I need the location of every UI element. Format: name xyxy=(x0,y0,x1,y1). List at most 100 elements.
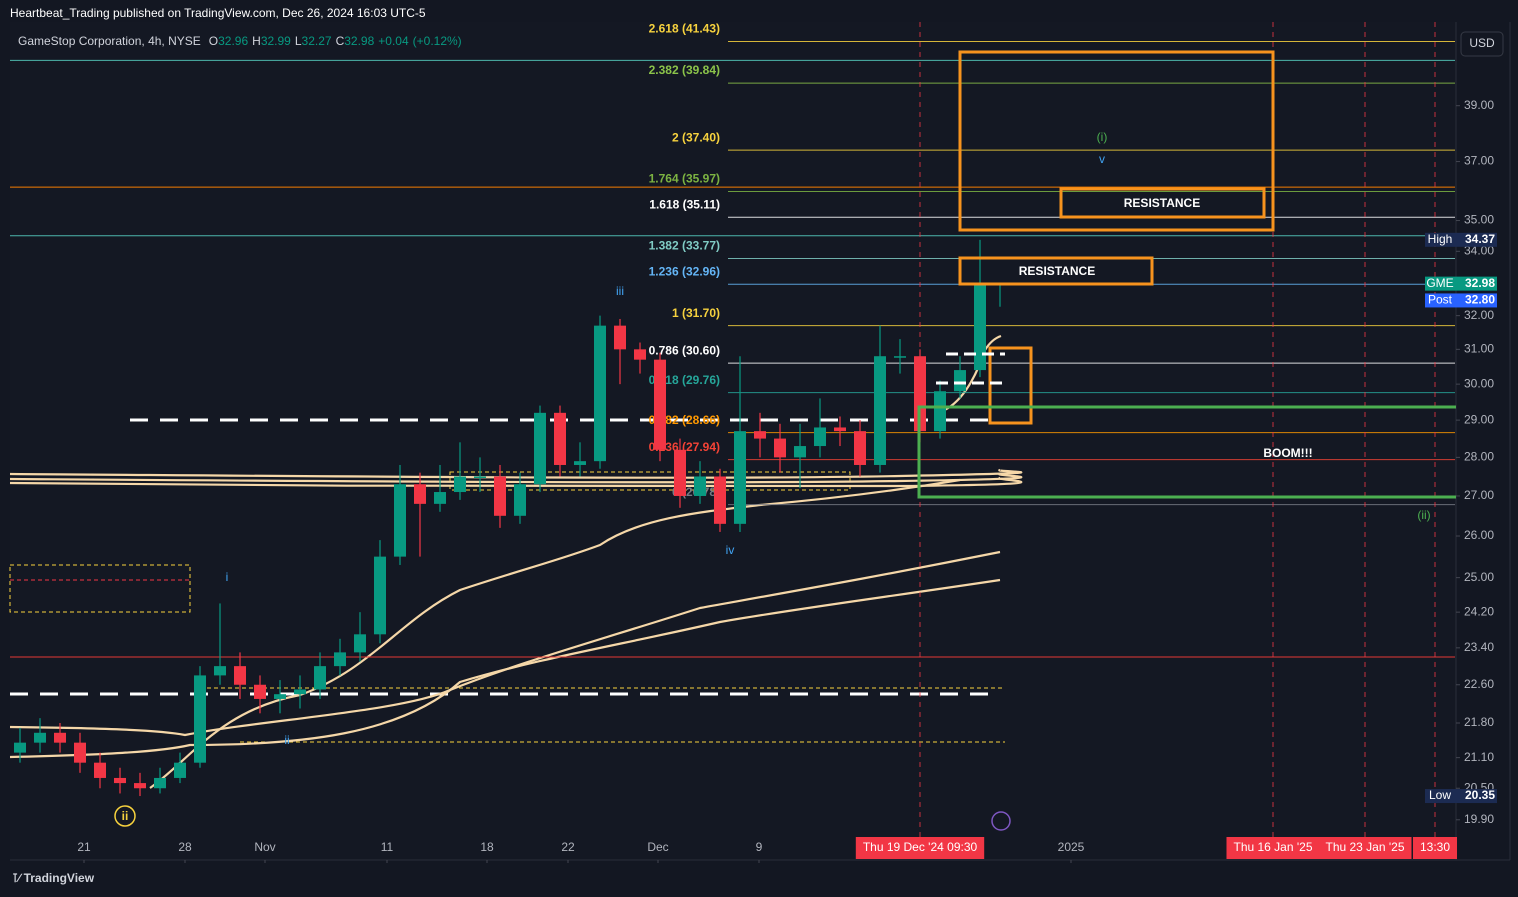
candle-body xyxy=(834,427,846,432)
x-tick-label: 11 xyxy=(381,840,394,854)
wave-label: (ii) xyxy=(1417,508,1430,522)
moving-average xyxy=(9,472,1023,484)
currency[interactable]: USD xyxy=(1469,36,1495,50)
fib-label: 1.382 (33.77) xyxy=(649,239,720,253)
candle-body xyxy=(774,438,786,458)
candle-body xyxy=(814,427,826,447)
y-tick-label: 34.00 xyxy=(1464,243,1494,257)
moving-average xyxy=(9,550,1001,737)
candle-body xyxy=(254,684,266,699)
candle-body xyxy=(94,762,106,778)
y-tick-label: 30.00 xyxy=(1464,376,1494,390)
publisher: Heartbeat_Trading published on TradingVi… xyxy=(10,6,426,20)
legend-field-value: 32.96 xyxy=(218,34,248,48)
candle-body xyxy=(554,412,566,465)
candle-body xyxy=(694,476,706,496)
x-tick-label: 9 xyxy=(756,840,763,854)
candle-body xyxy=(634,349,646,360)
wave-label: (i) xyxy=(1097,130,1108,144)
fib-label: 2.382 (39.84) xyxy=(649,63,720,77)
badge-value: 20.35 xyxy=(1465,788,1495,802)
candle-body xyxy=(134,783,146,789)
legend-field-label: H xyxy=(252,34,261,48)
currency-button[interactable] xyxy=(1460,31,1504,57)
price-badge xyxy=(1425,293,1497,308)
price-badge xyxy=(1425,232,1497,247)
legend-field-label: C xyxy=(336,34,345,48)
wave-label: v xyxy=(1099,152,1105,166)
fib-label: 1.618 (35.11) xyxy=(649,197,720,211)
y-tick-label: 31.00 xyxy=(1464,342,1494,356)
legend-field-value: 32.98 xyxy=(344,34,374,48)
candle-body xyxy=(334,652,346,667)
candle-body xyxy=(74,742,86,763)
candle-body xyxy=(274,694,286,699)
resistance-label: RESISTANCE xyxy=(1019,264,1095,278)
candle-body xyxy=(114,777,126,784)
price-badge xyxy=(1425,276,1497,291)
boom-label: BOOM!!! xyxy=(1263,446,1312,460)
y-tick-label: 26.00 xyxy=(1464,528,1494,542)
price-badge xyxy=(1425,789,1497,804)
fib-label: 0.618 (29.76) xyxy=(649,373,720,387)
badge-value: 34.37 xyxy=(1465,232,1495,246)
candle-body xyxy=(854,431,866,465)
wave-label: iv xyxy=(726,543,735,557)
badge-label: High xyxy=(1428,232,1453,246)
legend-field-value: 32.27 xyxy=(302,34,332,48)
wave-label: iii xyxy=(616,284,624,298)
x-tick-label: 28 xyxy=(178,840,192,854)
legend-change: +0.04 xyxy=(378,34,409,48)
candle-body xyxy=(514,484,526,516)
moving-average xyxy=(9,468,1023,479)
candle-body xyxy=(734,431,746,524)
time-marker-badge xyxy=(1412,837,1458,859)
candle-body xyxy=(434,492,446,504)
moving-average xyxy=(9,578,1001,759)
candle-body xyxy=(394,484,406,557)
candle-body xyxy=(614,325,626,350)
resistance-label: RESISTANCE xyxy=(1124,196,1200,210)
candle-body xyxy=(874,356,886,465)
x-tick-label: 21 xyxy=(77,840,91,854)
fib-label: 2 (37.40) xyxy=(672,130,720,144)
y-tick-label: 23.40 xyxy=(1464,640,1494,654)
event-icon[interactable] xyxy=(991,811,1011,831)
candle-body xyxy=(154,777,166,789)
y-tick-label: 19.90 xyxy=(1464,812,1494,826)
legend-name: GameStop Corporation, 4h, NYSE xyxy=(18,34,201,48)
y-tick-label: 37.00 xyxy=(1464,154,1494,168)
y-tick-label: 35.00 xyxy=(1464,213,1494,227)
badge-value: 32.98 xyxy=(1465,276,1495,290)
candle-body xyxy=(414,484,426,504)
time-marker-label: Thu 23 Jan '25 xyxy=(1325,840,1404,854)
drawings: (i) v iii i ii iv (ii) ii RESISTANCE RES… xyxy=(114,50,1456,831)
legend-change-pct: (+0.12%) xyxy=(413,34,462,48)
candle-body xyxy=(974,284,986,371)
y-tick-label: 39.00 xyxy=(1464,98,1494,112)
candle-body xyxy=(54,732,66,743)
candle-body xyxy=(654,359,666,450)
candle-body xyxy=(474,476,486,478)
y-tick-label: 24.20 xyxy=(1464,604,1494,618)
fib-label: 1.764 (35.97) xyxy=(649,172,720,186)
time-marker-badge xyxy=(855,837,985,859)
y-tick-label: 25.00 xyxy=(1464,570,1494,584)
x-tick-label: 2025 xyxy=(1058,840,1085,854)
candle-body xyxy=(914,356,926,432)
plot-area xyxy=(10,22,1456,860)
time-marker-label: 13:30 xyxy=(1420,840,1450,854)
overlay: 2.618 (41.43) 2.382 (39.84) 2 (37.40) 1.764… xyxy=(9,22,1455,860)
candle-body xyxy=(234,666,246,685)
candle-body xyxy=(454,476,466,493)
badge-value: 32.80 xyxy=(1465,293,1495,307)
fib-label: 0.236 (27.94) xyxy=(649,440,720,454)
candle-body xyxy=(214,666,226,676)
candle-body xyxy=(194,675,206,763)
wave-circle xyxy=(114,805,136,827)
time-marker-badge xyxy=(1226,837,1320,859)
x-tick-label: 22 xyxy=(561,840,575,854)
support-zone xyxy=(917,405,1456,499)
time-marker-badge xyxy=(1318,837,1412,859)
y-tick-label: 29.00 xyxy=(1464,412,1494,426)
